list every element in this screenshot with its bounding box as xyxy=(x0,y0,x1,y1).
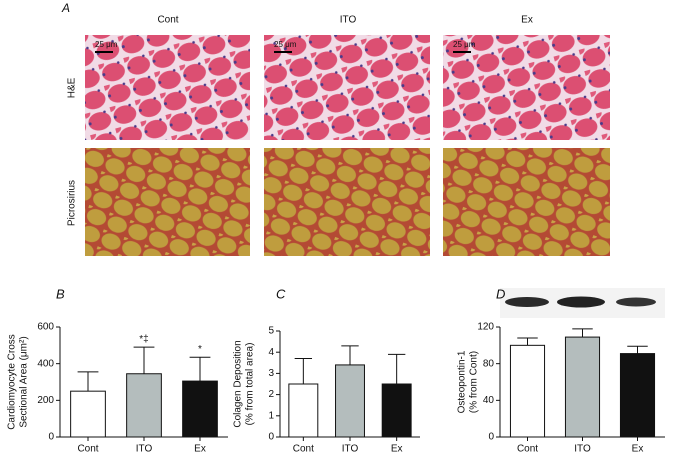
x-tick-label: Ex xyxy=(391,444,403,455)
blot-band xyxy=(557,296,605,308)
y-tick-label: 0 xyxy=(488,432,494,443)
bar xyxy=(126,373,162,438)
y-axis-label: Colagen Deposition xyxy=(233,340,244,427)
y-tick-label: 1 xyxy=(268,410,274,421)
picrosirius-image xyxy=(264,148,430,256)
x-tick-label: ITO xyxy=(342,444,359,455)
row-label: H&E xyxy=(67,77,78,98)
bar xyxy=(70,390,106,438)
bar xyxy=(564,336,601,438)
scale-text: 25 μm xyxy=(453,40,476,49)
y-tick-label: 600 xyxy=(37,322,54,333)
y-tick-label: 0 xyxy=(268,432,274,443)
significance: * xyxy=(198,344,202,355)
x-tick-label: Ex xyxy=(632,444,644,455)
y-tick-label: 120 xyxy=(477,322,494,333)
panel-label: C xyxy=(276,286,286,301)
x-tick-label: ITO xyxy=(574,444,591,455)
y-axis-label: Osteopontin-1 xyxy=(457,350,468,413)
panel-label: D xyxy=(496,286,505,301)
bar xyxy=(335,364,365,438)
row-label: Picrosirius xyxy=(67,180,78,226)
y-axis-label: Sectional Area (μm²) xyxy=(19,336,30,427)
panel-label: B xyxy=(56,286,65,301)
y-tick-label: 80 xyxy=(483,358,495,369)
panel-label: A xyxy=(61,1,70,15)
x-tick-label: ITO xyxy=(136,444,153,455)
blot-band xyxy=(505,297,549,307)
picrosirius-image xyxy=(443,148,610,256)
bar xyxy=(509,344,546,438)
bar xyxy=(182,380,218,438)
y-tick-label: 4 xyxy=(268,347,274,358)
y-tick-label: 200 xyxy=(37,395,54,406)
scale-text: 25 μm xyxy=(95,40,118,49)
column-label: ITO xyxy=(340,15,357,26)
significance: *‡ xyxy=(139,334,148,345)
x-tick-label: Ex xyxy=(194,444,206,455)
y-tick-label: 0 xyxy=(48,432,54,443)
y-axis-label: (% from total area) xyxy=(245,343,256,426)
bar xyxy=(619,353,656,438)
bar xyxy=(288,383,319,438)
y-tick-label: 400 xyxy=(37,358,54,369)
x-tick-label: Cont xyxy=(517,444,538,455)
bar xyxy=(381,383,412,438)
x-tick-label: Cont xyxy=(77,444,98,455)
column-label: Cont xyxy=(157,15,178,26)
x-tick-label: Cont xyxy=(293,444,314,455)
picrosirius-image xyxy=(85,148,250,256)
column-label: Ex xyxy=(521,15,533,26)
scale-text: 25 μm xyxy=(274,40,297,49)
y-tick-label: 40 xyxy=(483,395,495,406)
y-tick-label: 3 xyxy=(268,368,274,379)
he-image xyxy=(443,35,610,140)
y-axis-label: Cardiomyocyte Cross xyxy=(7,334,18,430)
y-tick-label: 2 xyxy=(268,389,274,400)
y-axis-label: (% from Cont) xyxy=(469,351,480,413)
blot-band xyxy=(616,297,656,307)
he-image xyxy=(85,35,250,140)
y-tick-label: 5 xyxy=(268,326,274,337)
he-image xyxy=(264,35,430,140)
